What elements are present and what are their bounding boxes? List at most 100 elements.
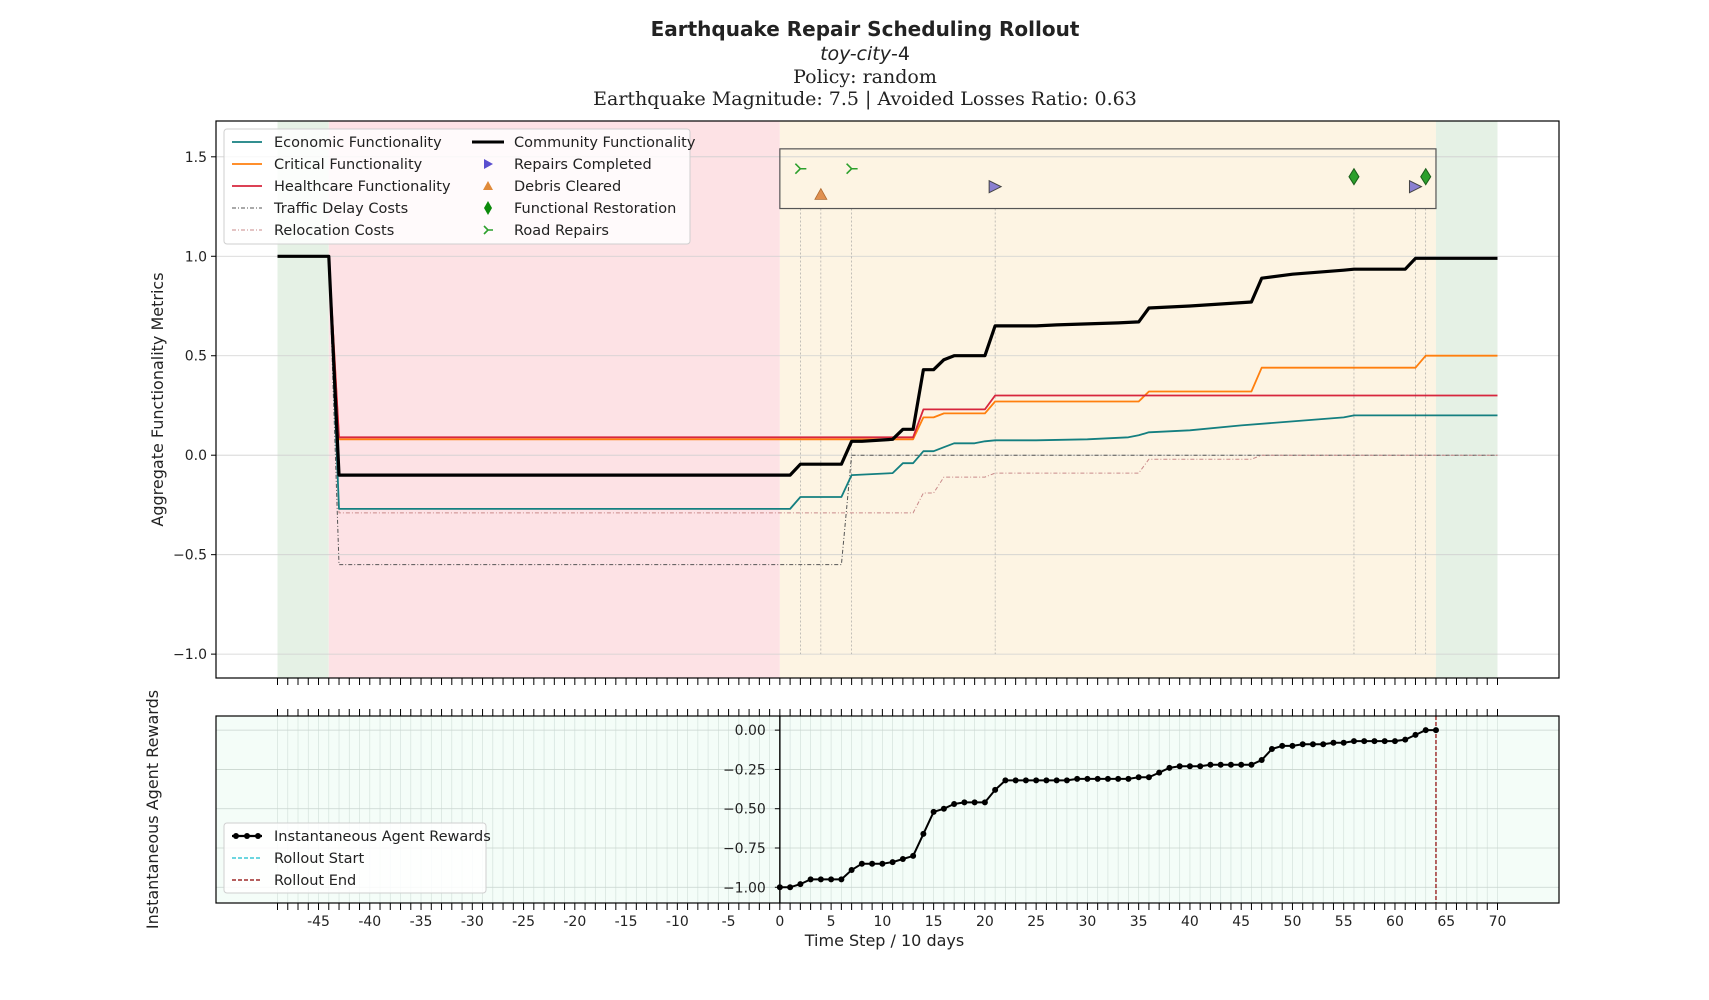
xtick-label-16: 35: [1130, 914, 1148, 930]
reward-point-20: [981, 799, 988, 806]
reward-point-23: [1012, 777, 1019, 784]
bottom-xlabel: Time Step / 10 days: [804, 931, 964, 950]
top-ylabel: Aggregate Functionality Metrics: [148, 272, 167, 526]
top-ytick-label-0: −1.0: [173, 647, 207, 663]
chart-subtitle: toy-city-4: [0, 42, 1709, 66]
reward-point-50: [1289, 742, 1296, 749]
reward-point-31: [1094, 775, 1101, 782]
reward-point-42: [1207, 761, 1214, 768]
reward-point-43: [1217, 761, 1224, 768]
reward-point-7: [848, 867, 855, 873]
reward-point-56: [1350, 738, 1357, 745]
marker-0-0: [988, 179, 1003, 194]
reward-point-49: [1279, 742, 1286, 749]
xtick-label-12: 15: [925, 914, 943, 930]
reward-point-40: [1186, 763, 1193, 770]
reward-point-1: [787, 884, 794, 891]
marker-2-1: [1420, 167, 1432, 186]
phase-region-3: [1435, 121, 1498, 678]
reward-point-12: [899, 856, 906, 862]
reward-point-8: [858, 860, 865, 867]
series-line-5: [277, 254, 1498, 477]
bottom-axes-frame: [215, 715, 1560, 904]
reward-point-38: [1166, 764, 1173, 771]
legend-label-3: Traffic Delay Costs: [273, 201, 408, 217]
reward-point-5: [828, 876, 835, 883]
reward-point-64: [1432, 727, 1439, 734]
reward-point-2: [797, 881, 804, 888]
reward-point-11: [889, 859, 896, 866]
legend-label-1: Critical Functionality: [274, 157, 423, 173]
reward-point-14: [920, 830, 927, 837]
xtick-label-15: 30: [1078, 914, 1096, 930]
reward-point-48: [1268, 746, 1275, 752]
reward-point-17: [951, 801, 958, 807]
reward-point-59: [1381, 738, 1388, 745]
event-annotation-box: [779, 148, 1437, 210]
xtick-label-13: 20: [976, 914, 994, 930]
phase-region-2: [779, 121, 1436, 678]
reward-point-53: [1320, 741, 1327, 748]
xtick-label-9: 0: [775, 914, 784, 930]
top-legend-box: [223, 128, 691, 245]
xtick-label-20: 55: [1335, 914, 1353, 930]
legend-marker-1: [483, 181, 493, 190]
reward-point-36: [1145, 774, 1152, 781]
top-ytick-label-2: 0.0: [185, 448, 207, 464]
bottom-legend-label-0: Instantaneous Agent Rewards: [274, 829, 491, 845]
bottom-legend-dot-b: [244, 833, 250, 839]
series-line-4: [277, 255, 1498, 514]
reward-point-35: [1135, 774, 1142, 781]
chart-title: Earthquake Repair Scheduling Rollout: [650, 17, 1080, 41]
reward-point-60: [1391, 738, 1398, 745]
marker-3-1: [846, 163, 858, 175]
xtick-label-7: -10: [666, 914, 689, 930]
city-suffix: -4: [890, 43, 910, 65]
marker-3-0: [794, 163, 807, 175]
reward-point-28: [1063, 777, 1070, 784]
marker-1-0: [814, 187, 828, 200]
policy-label: Policy: random: [793, 66, 937, 88]
reward-point-10: [879, 860, 886, 867]
bottom-ylabel: Instantaneous Agent Rewards: [143, 690, 162, 929]
top-axes-frame: [215, 120, 1560, 679]
top-ytick-label-1: −0.5: [173, 548, 207, 564]
reward-point-19: [971, 799, 978, 806]
top-ytick-label-4: 1.0: [185, 249, 207, 265]
reward-point-63: [1422, 727, 1429, 734]
reward-point-13: [910, 852, 917, 859]
reward-point-15: [930, 808, 937, 815]
reward-point-61: [1402, 736, 1409, 743]
xtick-label-23: 70: [1489, 914, 1507, 930]
reward-point-39: [1176, 763, 1183, 770]
reward-point-26: [1043, 777, 1050, 784]
reward-point-34: [1125, 775, 1132, 782]
bottom-legend-label-1: Rollout Start: [274, 851, 364, 867]
reward-point-44: [1227, 761, 1234, 768]
xtick-label-4: -25: [512, 914, 535, 930]
bottom-legend-label-2: Rollout End: [274, 873, 356, 889]
reward-point-41: [1197, 763, 1204, 770]
city-name: toy-city: [820, 43, 891, 65]
reward-point-3: [807, 876, 814, 883]
reward-point-24: [1022, 777, 1029, 784]
xtick-label-6: -15: [615, 914, 638, 930]
xtick-label-19: 50: [1284, 914, 1302, 930]
marker-0-1: [1408, 179, 1423, 194]
reward-point-6: [838, 876, 845, 883]
series-line-1: [277, 255, 1498, 441]
bottom-legend-dot-a: [233, 833, 239, 839]
xtick-label-2: -35: [410, 914, 433, 930]
top-ytick-label-5: 1.5: [185, 150, 207, 166]
xtick-label-5: -20: [563, 914, 586, 930]
reward-point-47: [1258, 757, 1265, 763]
legend-marker-label-3: Road Repairs: [514, 223, 609, 239]
reward-point-46: [1248, 761, 1255, 768]
reward-point-4: [817, 876, 824, 883]
reward-point-0: [776, 884, 783, 891]
xtick-label-22: 65: [1437, 914, 1455, 930]
reward-point-32: [1104, 775, 1111, 782]
xtick-label-8: -5: [722, 914, 736, 930]
reward-point-22: [1002, 777, 1009, 784]
